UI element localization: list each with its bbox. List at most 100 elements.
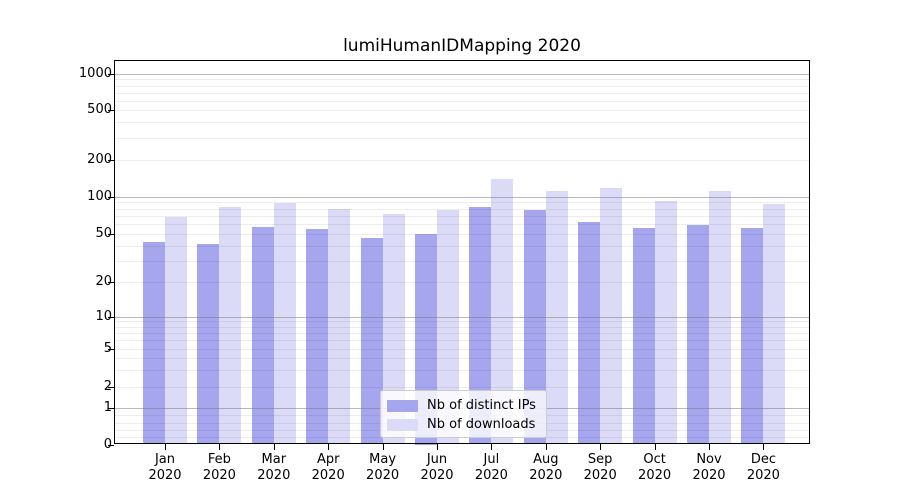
minor-gridline (115, 122, 809, 124)
y-tick-label: 200 (87, 152, 112, 167)
bar-distinct-ips-aug (523, 210, 546, 445)
minor-gridline (115, 110, 809, 111)
x-tick-label: Jul 2020 (474, 452, 508, 483)
minor-gridline (115, 358, 809, 360)
y-tick-label: 5 (103, 341, 112, 356)
y-tick-mark (108, 282, 114, 283)
bar-downloads-jul (491, 178, 514, 445)
y-tick-label: 1 (103, 400, 112, 415)
x-tick-label: Jan 2020 (148, 452, 182, 483)
bar-distinct-ips-may (360, 238, 383, 445)
bar-distinct-ips-jul (469, 207, 492, 445)
y-tick-mark (108, 234, 114, 235)
bar-distinct-ips-sep (578, 221, 601, 445)
minor-gridline (115, 208, 809, 210)
bar-downloads-dec (763, 204, 786, 445)
x-tick-label: Mar 2020 (257, 452, 291, 483)
bar-downloads-sep (600, 188, 623, 445)
x-tick-mark (763, 444, 765, 450)
bar-distinct-ips-dec (741, 227, 764, 445)
x-tick-label: May 2020 (366, 452, 400, 483)
minor-gridline (115, 326, 809, 328)
bar-downloads-may (382, 213, 405, 445)
major-gridline (115, 74, 809, 75)
minor-gridline (115, 282, 809, 283)
x-tick-mark (273, 444, 275, 450)
minor-gridline (115, 224, 809, 226)
minor-gridline (115, 234, 809, 235)
y-tick-label: 50 (95, 226, 112, 241)
y-tick-label: 20 (95, 274, 112, 289)
y-tick-label: 500 (87, 102, 112, 117)
bar-distinct-ips-feb (197, 244, 220, 445)
y-tick-mark (108, 196, 114, 198)
legend: Nb of distinct IPs Nb of downloads (380, 390, 547, 438)
legend-label-downloads: Nb of downloads (427, 417, 536, 432)
x-tick-label: Sep 2020 (583, 452, 617, 483)
minor-gridline (115, 79, 809, 81)
x-tick-mark (709, 444, 710, 450)
legend-item-downloads: Nb of downloads (387, 415, 538, 434)
x-tick-mark (545, 444, 547, 450)
x-tick-mark (600, 444, 602, 450)
minor-gridline (115, 321, 809, 323)
x-tick-mark (328, 444, 330, 450)
chart-title: lumiHumanIDMapping 2020 (343, 36, 581, 56)
x-tick-label: Feb 2020 (202, 452, 236, 483)
y-tick-label: 2 (103, 379, 112, 394)
minor-gridline (115, 215, 809, 217)
bar-distinct-ips-nov (687, 225, 709, 445)
minor-gridline (115, 85, 809, 87)
y-tick-mark (108, 349, 114, 350)
y-tick-label: 1000 (78, 66, 112, 81)
bar-downloads-jan (165, 217, 187, 445)
y-tick-mark (108, 316, 114, 318)
y-tick-mark (108, 408, 114, 409)
x-tick-label: Apr 2020 (311, 452, 345, 483)
minor-gridline (115, 137, 809, 139)
y-tick-label: 10 (95, 308, 112, 324)
legend-item-distinct-ips: Nb of distinct IPs (387, 396, 538, 415)
minor-gridline (115, 160, 809, 161)
bar-downloads-nov (709, 190, 731, 445)
minor-gridline (115, 92, 809, 94)
minor-gridline (115, 370, 809, 372)
bar-distinct-ips-jan (143, 241, 165, 445)
bar-downloads-jun (437, 210, 459, 445)
minor-gridline (115, 387, 809, 388)
y-tick-mark (108, 387, 114, 388)
legend-label-distinct-ips: Nb of distinct IPs (427, 398, 536, 413)
minor-gridline (115, 100, 809, 102)
bar-distinct-ips-apr (306, 228, 329, 445)
x-tick-mark (219, 444, 221, 450)
bar-downloads-aug (545, 190, 568, 445)
bar-distinct-ips-mar (251, 226, 274, 445)
x-tick-mark (654, 444, 656, 450)
y-tick-mark (108, 110, 114, 111)
x-tick-mark (437, 444, 438, 450)
x-tick-label: Oct 2020 (638, 452, 672, 483)
y-tick-mark (108, 160, 114, 161)
y-tick-mark (108, 74, 114, 75)
minor-gridline (115, 349, 809, 350)
y-tick-label: 0 (103, 436, 112, 452)
minor-gridline (115, 260, 809, 262)
x-tick-label: Jun 2020 (420, 452, 454, 483)
x-tick-mark (382, 444, 384, 450)
minor-gridline (115, 333, 809, 335)
x-tick-label: Nov 2020 (692, 452, 726, 483)
bar-downloads-mar (273, 202, 296, 445)
legend-swatch-downloads (387, 418, 418, 431)
bar-downloads-oct (654, 201, 677, 445)
bar-downloads-apr (328, 208, 351, 445)
x-tick-mark (491, 444, 493, 450)
legend-swatch-distinct-ips (387, 399, 418, 412)
bar-distinct-ips-oct (632, 227, 655, 445)
x-tick-label: Aug 2020 (529, 452, 563, 483)
major-gridline (115, 196, 809, 198)
y-tick-mark (108, 444, 114, 446)
bar-downloads-feb (219, 206, 242, 445)
y-tick-label: 100 (87, 188, 112, 204)
x-tick-mark (165, 444, 166, 450)
